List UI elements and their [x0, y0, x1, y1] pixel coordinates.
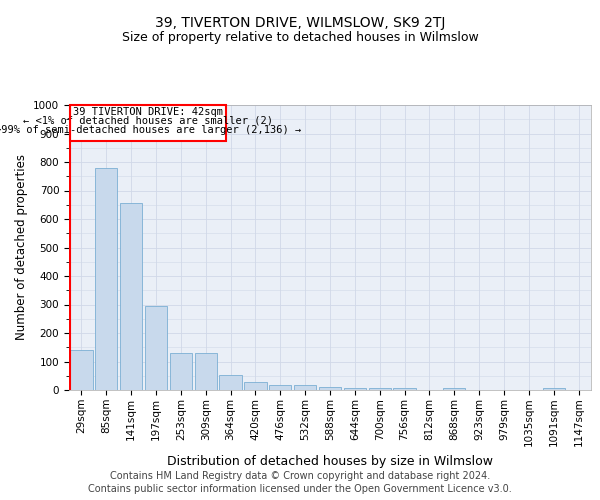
Bar	[319, 387, 341, 390]
Text: Contains public sector information licensed under the Open Government Licence v3: Contains public sector information licen…	[88, 484, 512, 494]
Bar	[344, 388, 366, 390]
Bar	[368, 388, 391, 390]
Bar	[95, 168, 118, 390]
Text: 39 TIVERTON DRIVE: 42sqm: 39 TIVERTON DRIVE: 42sqm	[73, 106, 223, 117]
Bar	[394, 388, 416, 390]
Bar	[294, 385, 316, 390]
FancyBboxPatch shape	[70, 105, 226, 140]
Bar	[244, 382, 266, 390]
Bar	[443, 388, 466, 390]
Bar	[542, 388, 565, 390]
Bar	[145, 306, 167, 390]
Bar	[120, 204, 142, 390]
X-axis label: Distribution of detached houses by size in Wilmslow: Distribution of detached houses by size …	[167, 454, 493, 468]
Text: Contains HM Land Registry data © Crown copyright and database right 2024.: Contains HM Land Registry data © Crown c…	[110, 471, 490, 481]
Bar	[70, 350, 92, 390]
Bar	[170, 353, 192, 390]
Bar	[194, 353, 217, 390]
Text: ← <1% of detached houses are smaller (2): ← <1% of detached houses are smaller (2)	[23, 116, 273, 126]
Bar	[220, 375, 242, 390]
Y-axis label: Number of detached properties: Number of detached properties	[14, 154, 28, 340]
Text: >99% of semi-detached houses are larger (2,136) →: >99% of semi-detached houses are larger …	[0, 125, 301, 135]
Text: Size of property relative to detached houses in Wilmslow: Size of property relative to detached ho…	[122, 31, 478, 44]
Bar	[269, 385, 292, 390]
Text: 39, TIVERTON DRIVE, WILMSLOW, SK9 2TJ: 39, TIVERTON DRIVE, WILMSLOW, SK9 2TJ	[155, 16, 445, 30]
